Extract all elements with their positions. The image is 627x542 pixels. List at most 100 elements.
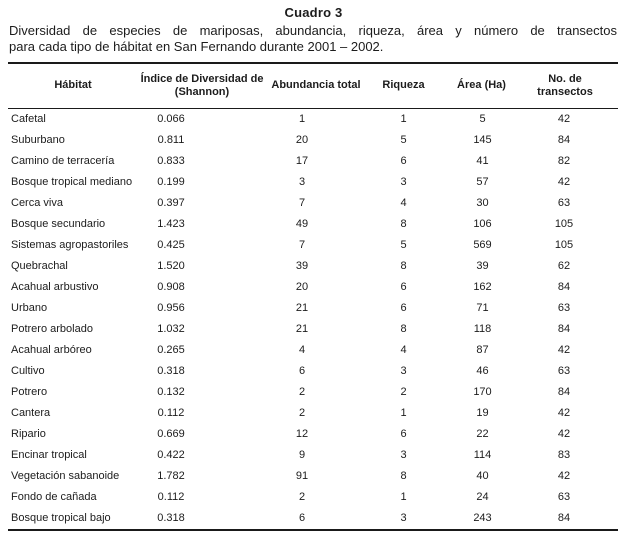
cell-habitat: Cultivo <box>11 364 45 377</box>
cell-area: 243 <box>473 511 492 524</box>
table-body: Cafetal 0.066 1 1 5 42 Suburbano 0.811 20 5 145 84 C… <box>8 108 618 530</box>
cell-area: 569 <box>473 238 492 251</box>
cell-area: 19 <box>476 406 489 419</box>
cell-abundance: 21 <box>295 301 309 314</box>
cell-transects: 84 <box>557 385 571 398</box>
cell-richness: 1 <box>400 112 407 125</box>
cell-habitat: Suburbano <box>11 133 65 146</box>
cell-shannon-index: 1.032 <box>157 322 185 335</box>
cell-habitat: Urbano <box>11 301 48 314</box>
cell-habitat: Acahual arbóreo <box>11 343 92 356</box>
cell-area: 71 <box>476 301 489 314</box>
cell-area: 57 <box>476 175 489 188</box>
cell-abundance: 20 <box>295 133 309 146</box>
table-caption: Diversidad de especies de mariposas, abu… <box>9 23 617 54</box>
cell-transects: 84 <box>557 511 571 524</box>
cell-area: 40 <box>476 469 489 482</box>
cell-richness: 2 <box>400 385 407 398</box>
cell-transects: 62 <box>557 259 571 272</box>
cell-transects: 63 <box>557 490 571 503</box>
cell-area: 106 <box>473 217 492 230</box>
column-header-abundance: Abundancia total <box>271 79 361 92</box>
cell-transects: 84 <box>557 322 571 335</box>
cell-transects: 42 <box>557 427 571 440</box>
cell-habitat: Encinar tropical <box>11 448 87 461</box>
cell-shannon-index: 0.112 <box>157 406 185 419</box>
cell-habitat: Potrero <box>11 385 48 398</box>
cell-abundance: 17 <box>295 154 309 167</box>
cell-abundance: 7 <box>298 196 306 209</box>
cell-shannon-index: 0.422 <box>157 448 185 461</box>
table-header: Hábitat Índice de Diversidad de (Shannon… <box>8 63 618 108</box>
cell-area: 162 <box>473 280 492 293</box>
cell-richness: 6 <box>400 280 407 293</box>
cell-shannon-index: 0.956 <box>157 301 185 314</box>
cell-area: 39 <box>476 259 489 272</box>
table-row: Potrero 0.132 2 2 170 84 <box>8 382 618 403</box>
cell-abundance: 49 <box>295 217 309 230</box>
table-row: Bosque secundario 1.423 49 8 106 105 <box>8 214 618 235</box>
cell-habitat: Bosque secundario <box>11 217 106 230</box>
cell-shannon-index: 1.520 <box>157 259 185 272</box>
cell-habitat: Cerca viva <box>11 196 63 209</box>
cell-transects: 63 <box>557 301 571 314</box>
table-row: Fondo de cañada 0.112 2 1 24 63 <box>8 487 618 508</box>
table-row: Cafetal 0.066 1 1 5 42 <box>8 108 618 130</box>
cell-shannon-index: 0.132 <box>157 385 185 398</box>
cell-abundance: 2 <box>298 490 306 503</box>
table-row: Cerca viva 0.397 7 4 30 63 <box>8 193 618 214</box>
cell-area: 30 <box>476 196 489 209</box>
column-header-area: Área (Ha) <box>457 79 506 92</box>
cell-abundance: 39 <box>295 259 309 272</box>
cell-abundance: 1 <box>298 112 306 125</box>
cell-abundance: 20 <box>295 280 309 293</box>
cell-abundance: 91 <box>295 469 309 482</box>
cell-area: 145 <box>473 133 492 146</box>
cell-habitat: Camino de terracería <box>11 154 115 167</box>
header-row: Hábitat Índice de Diversidad de (Shannon… <box>8 63 618 108</box>
cell-richness: 8 <box>400 322 407 335</box>
cell-richness: 1 <box>400 490 407 503</box>
table-row: Bosque tropical bajo 0.318 6 3 243 84 <box>8 508 618 530</box>
cell-transects: 42 <box>557 406 571 419</box>
cell-area: 118 <box>473 322 492 335</box>
table-row: Urbano 0.956 21 6 71 63 <box>8 298 618 319</box>
column-header-habitat: Hábitat <box>54 79 92 92</box>
cell-shannon-index: 0.669 <box>157 427 185 440</box>
column-header-shannon-index: Índice de Diversidad de (Shannon) <box>138 63 266 108</box>
caption-line-1: Diversidad de especies de mariposas, abu… <box>9 23 617 38</box>
cell-abundance: 4 <box>298 343 306 356</box>
cell-transects: 42 <box>557 469 571 482</box>
column-header-richness: Riqueza <box>382 79 425 92</box>
cell-shannon-index: 1.423 <box>157 217 185 230</box>
table-row: Potrero arbolado 1.032 21 8 118 84 <box>8 319 618 340</box>
cell-abundance: 3 <box>298 175 306 188</box>
cell-abundance: 2 <box>298 406 306 419</box>
cell-shannon-index: 0.397 <box>157 196 185 209</box>
cell-transects: 83 <box>557 448 571 461</box>
cell-transects: 63 <box>557 364 571 377</box>
cell-area: 46 <box>476 364 489 377</box>
cell-habitat: Bosque tropical mediano <box>11 175 133 188</box>
cell-habitat: Cafetal <box>11 112 46 125</box>
cell-richness: 6 <box>400 427 407 440</box>
table-row: Suburbano 0.811 20 5 145 84 <box>8 130 618 151</box>
table-title: Cuadro 3 <box>284 5 343 20</box>
table-row: Cultivo 0.318 6 3 46 63 <box>8 361 618 382</box>
cell-richness: 8 <box>400 217 407 230</box>
cell-shannon-index: 1.782 <box>157 469 185 482</box>
cell-richness: 3 <box>400 448 407 461</box>
cell-area: 87 <box>476 343 489 356</box>
cell-transects: 42 <box>557 343 571 356</box>
cell-habitat: Fondo de cañada <box>11 490 97 503</box>
cell-abundance: 9 <box>298 448 306 461</box>
caption-line-2: para cada tipo de hábitat en San Fernand… <box>9 38 384 54</box>
cell-habitat: Acahual arbustivo <box>11 280 99 293</box>
cell-richness: 3 <box>400 175 407 188</box>
cell-area: 22 <box>476 427 489 440</box>
cell-transects: 105 <box>554 217 574 230</box>
cell-shannon-index: 0.112 <box>157 490 185 503</box>
cell-transects: 42 <box>557 112 571 125</box>
cell-shannon-index: 0.066 <box>157 112 185 125</box>
